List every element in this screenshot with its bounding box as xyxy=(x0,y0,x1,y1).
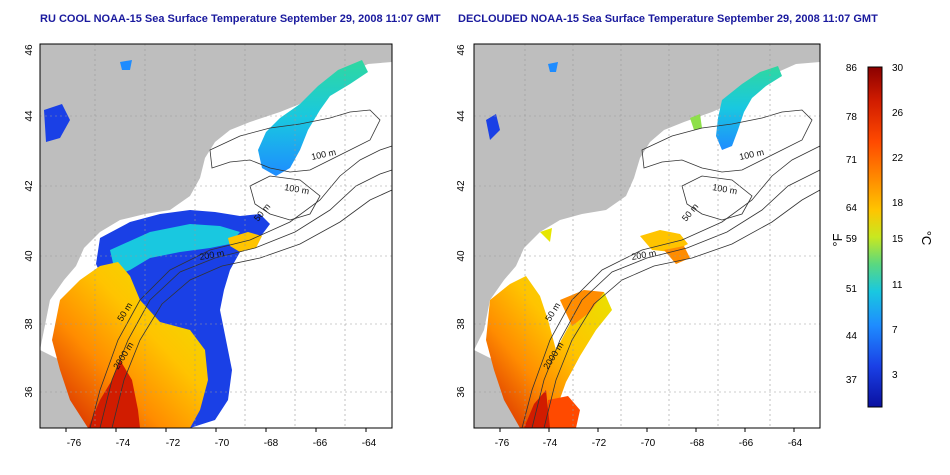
y-tick-label: 38 xyxy=(456,318,467,330)
f-tick-label: 78 xyxy=(846,112,858,123)
y-tick-label: 44 xyxy=(24,110,35,122)
x-tick-label: -72 xyxy=(592,438,607,449)
right-y-axis: 36 38 40 42 44 46 xyxy=(456,44,467,398)
left-map: 100 m 100 m 50 m 200 m 50 m 2000 m xyxy=(39,43,393,429)
c-tick-label: 15 xyxy=(892,234,904,245)
f-tick-label: 44 xyxy=(846,331,858,342)
graticule xyxy=(40,44,392,428)
graticule xyxy=(474,44,820,428)
c-tick-label: 7 xyxy=(892,325,898,336)
cool-water-region xyxy=(716,66,782,150)
f-tick-label: 71 xyxy=(846,155,858,166)
x-tick-label: -66 xyxy=(739,438,754,449)
svg-text:200 m: 200 m xyxy=(199,248,225,262)
y-tick-label: 40 xyxy=(24,250,35,262)
svg-text:100 m: 100 m xyxy=(284,182,310,196)
x-tick-label: -68 xyxy=(264,438,279,449)
x-tick-label: -70 xyxy=(641,438,656,449)
y-tick-label: 36 xyxy=(24,386,35,398)
y-tick-label: 36 xyxy=(456,386,467,398)
x-tick-label: -72 xyxy=(166,438,181,449)
c-tick-label: 22 xyxy=(892,153,904,164)
cool-water-region xyxy=(258,60,368,176)
x-tick-label: -64 xyxy=(788,438,803,449)
y-tick-label: 46 xyxy=(24,44,35,56)
c-tick-label: 11 xyxy=(892,280,903,291)
c-tick-label: 30 xyxy=(892,63,904,74)
x-tick-label: -66 xyxy=(313,438,328,449)
y-tick-label: 42 xyxy=(24,180,35,192)
x-tick-label: -76 xyxy=(495,438,510,449)
x-tick-label: -64 xyxy=(362,438,377,449)
f-tick-label: 51 xyxy=(846,284,858,295)
land-mass xyxy=(474,44,820,350)
right-map-title: DECLOUDED NOAA-15 Sea Surface Temperatur… xyxy=(458,13,878,25)
f-tick-label: 37 xyxy=(846,375,858,386)
f-tick-label: 86 xyxy=(846,63,858,74)
warm-water-region xyxy=(52,262,208,428)
right-x-axis: -76 -74 -72 -70 -68 -66 -64 xyxy=(495,428,803,449)
svg-text:200 m: 200 m xyxy=(631,248,657,262)
colorbar-gradient xyxy=(867,66,883,408)
y-tick-label: 40 xyxy=(456,250,467,262)
land-mass xyxy=(40,44,392,350)
f-tick-label: 59 xyxy=(846,234,858,245)
y-tick-label: 46 xyxy=(456,44,467,56)
x-tick-label: -70 xyxy=(215,438,230,449)
c-tick-label: 3 xyxy=(892,370,898,381)
celsius-axis-label: °C xyxy=(919,231,934,246)
c-tick-label: 26 xyxy=(892,108,904,119)
f-tick-label: 64 xyxy=(846,203,858,214)
y-tick-label: 42 xyxy=(456,180,467,192)
temperature-colorbar: 86 78 71 64 59 51 44 37 30 26 22 18 15 1… xyxy=(830,63,934,408)
right-map: 100 m 100 m 50 m 200 m 50 m 2000 m xyxy=(473,43,821,429)
c-tick-label: 18 xyxy=(892,198,904,209)
y-tick-label: 44 xyxy=(456,110,467,122)
left-map-title: RU COOL NOAA-15 Sea Surface Temperature … xyxy=(40,13,441,25)
left-x-axis: -76 -74 -72 -70 -68 -66 -64 xyxy=(65,428,377,449)
isobath-contours xyxy=(521,109,821,429)
x-tick-label: -74 xyxy=(116,438,131,449)
x-tick-label: -68 xyxy=(690,438,705,449)
x-tick-label: -76 xyxy=(67,438,82,449)
y-tick-label: 38 xyxy=(24,318,35,330)
fahrenheit-axis-label: °F xyxy=(830,233,845,246)
left-y-axis: 36 38 40 42 44 46 xyxy=(24,44,35,398)
x-tick-label: -74 xyxy=(543,438,558,449)
